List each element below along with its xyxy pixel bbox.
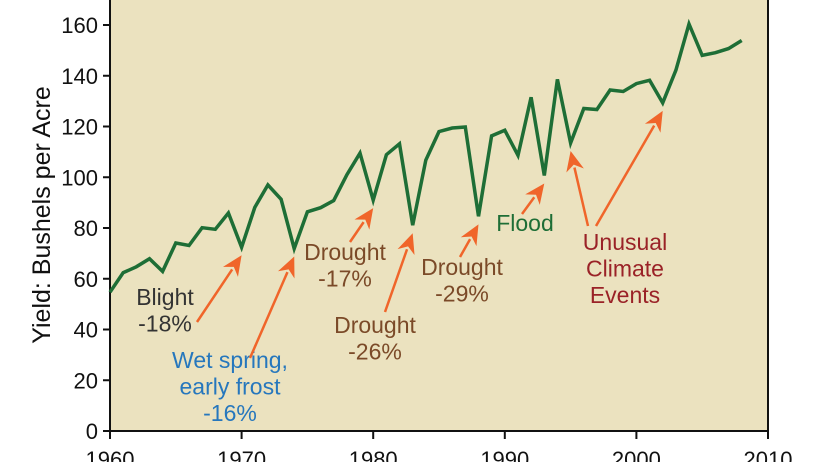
x-tick-label: 1960 xyxy=(86,447,135,462)
annotation-text: Blight xyxy=(136,284,194,310)
x-tick-label: 2010 xyxy=(744,447,793,462)
annotation-text: Wet spring, xyxy=(172,347,288,373)
x-tick-label: 1970 xyxy=(217,447,266,462)
y-tick-label: 100 xyxy=(61,165,98,190)
y-tick-label: 80 xyxy=(74,216,98,241)
y-tick-label: 160 xyxy=(61,13,98,38)
annotation-text: Flood xyxy=(496,210,554,236)
annotation-text: -16% xyxy=(203,400,257,426)
annotation-text: -17% xyxy=(318,266,372,292)
annotation-text: Unusual xyxy=(583,229,667,255)
annotation-text: early frost xyxy=(180,374,282,400)
annotation-text: Drought xyxy=(334,312,416,338)
annotation-text: Climate xyxy=(586,256,664,282)
x-tick-label: 1990 xyxy=(480,447,529,462)
annotation-text: Drought xyxy=(421,254,503,280)
y-tick-label: 60 xyxy=(74,267,98,292)
annotation-text: -26% xyxy=(348,339,402,365)
y-axis-label: Yield: Bushels per Acre xyxy=(28,86,56,344)
y-tick-label: 120 xyxy=(61,115,98,140)
annotation-text: -29% xyxy=(435,281,489,307)
y-tick-label: 140 xyxy=(61,64,98,89)
y-tick-label: 0 xyxy=(86,419,98,444)
annotation-text: Events xyxy=(590,282,660,308)
annotation-text: Drought xyxy=(304,239,386,265)
annotation-text: -18% xyxy=(138,311,192,337)
y-tick-label: 20 xyxy=(74,368,98,393)
x-tick-label: 1980 xyxy=(349,447,398,462)
x-tick-label: 2000 xyxy=(612,447,661,462)
y-tick-label: 40 xyxy=(74,318,98,343)
